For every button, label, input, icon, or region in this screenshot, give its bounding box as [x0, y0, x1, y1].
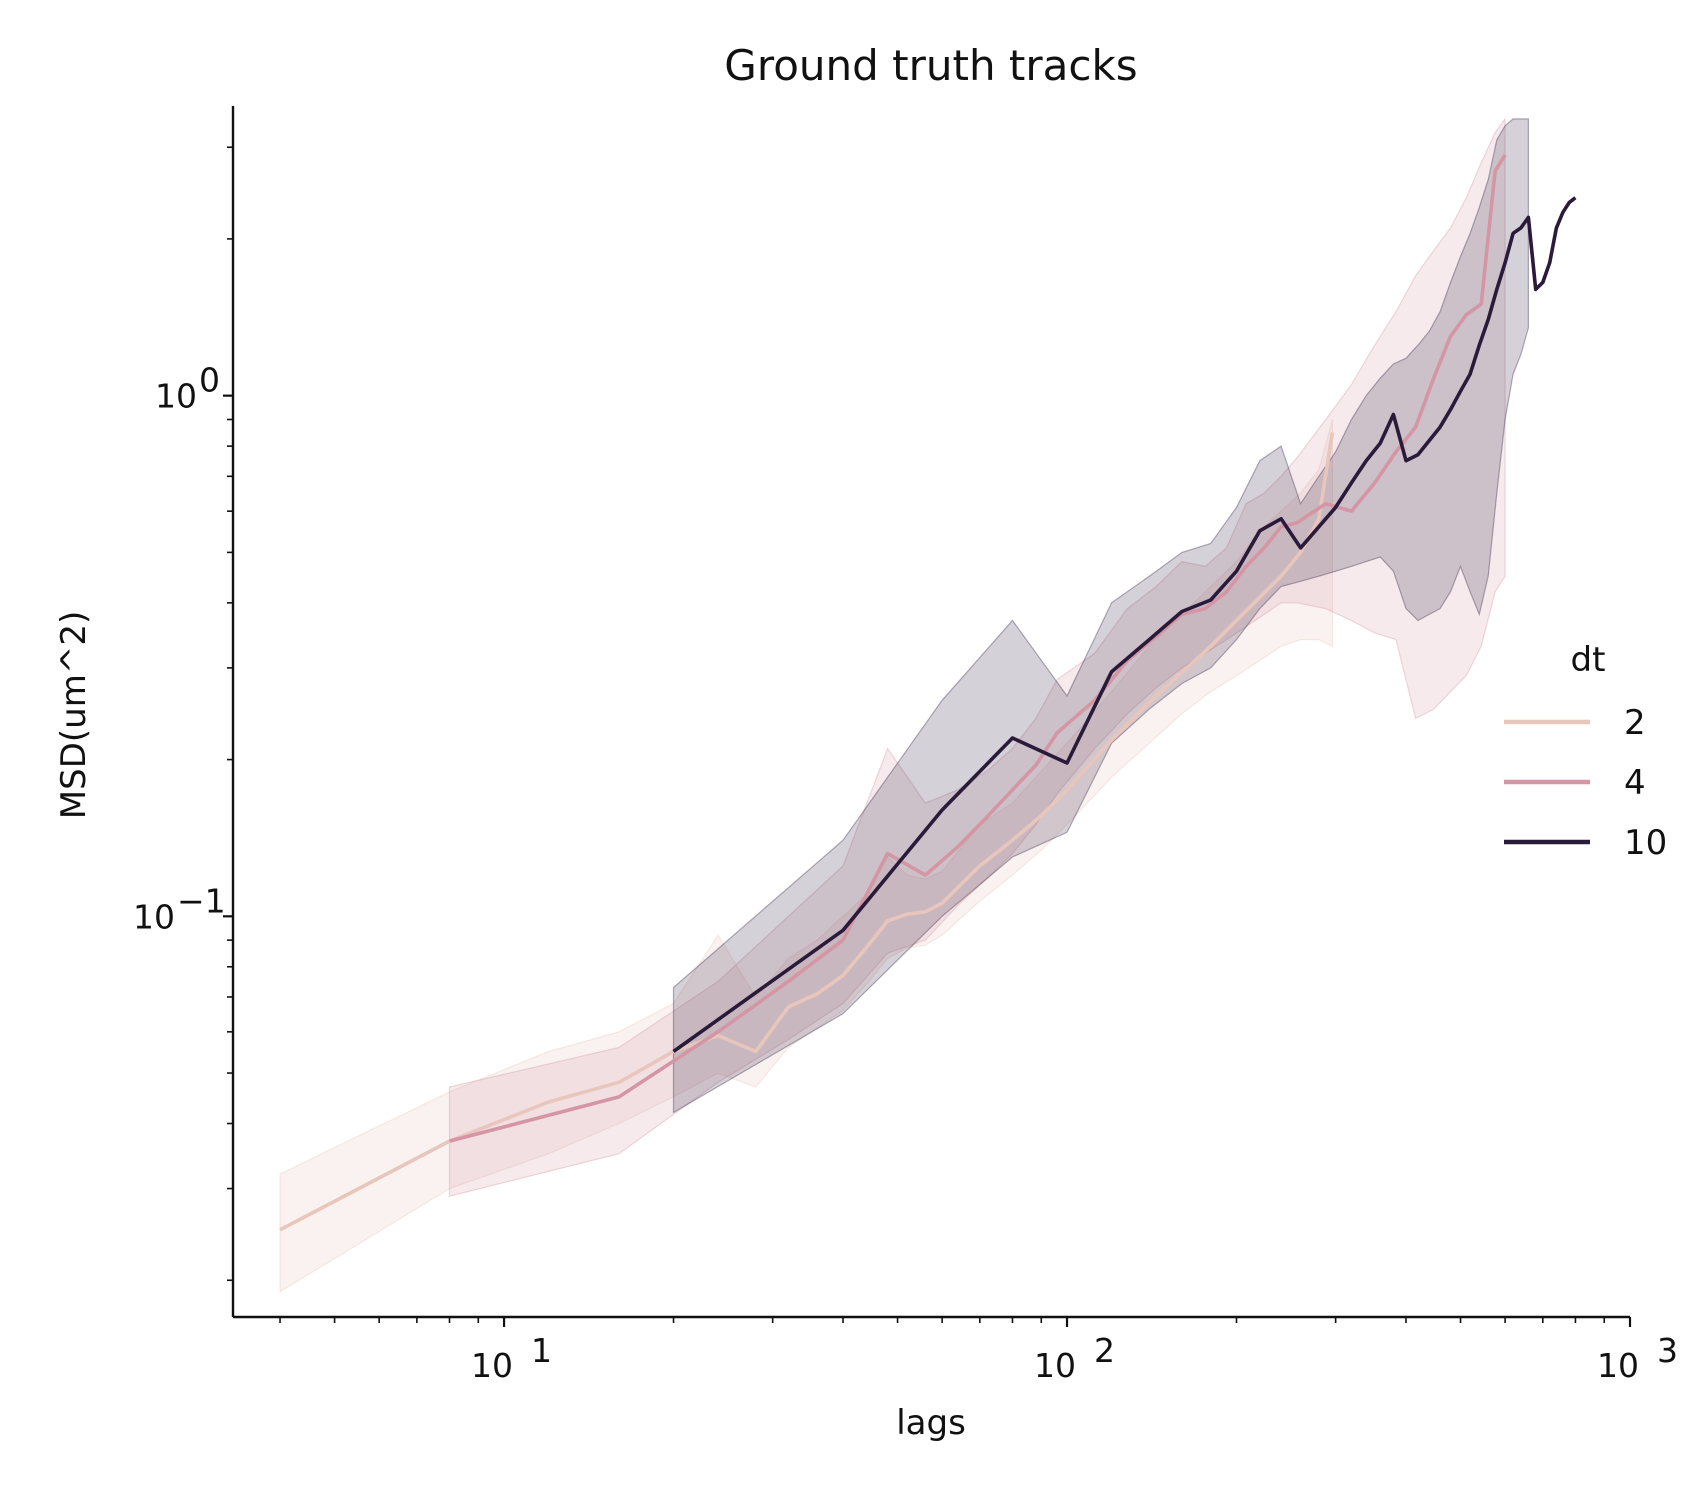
- x-axis-label: lags: [896, 1403, 966, 1443]
- x-tick-exponent: 1: [531, 1331, 552, 1370]
- y-tick-exponent: −1: [177, 881, 226, 920]
- band-series-10: [672, 118, 1530, 1114]
- x-ticks: 10 1 10 2 10 3: [279, 1317, 1678, 1385]
- y-tick-label: 10: [133, 897, 175, 936]
- series-lines: [279, 153, 1577, 1232]
- legend-label-4: 4: [1624, 763, 1646, 803]
- y-tick-label: 10: [155, 377, 197, 416]
- line-series-4: [449, 153, 1507, 1143]
- band-series-4: [448, 117, 1506, 1197]
- legend-label-2: 2: [1624, 703, 1646, 743]
- x-tick-exponent: 3: [1657, 1331, 1678, 1370]
- x-tick-exponent: 2: [1094, 1331, 1115, 1370]
- x-tick-label: 10: [1597, 1346, 1639, 1385]
- chart-title: Ground truth tracks: [724, 41, 1137, 90]
- y-tick-exponent: 0: [199, 361, 220, 400]
- confidence-bands: [279, 117, 1530, 1293]
- legend-title: dt: [1571, 640, 1606, 680]
- x-tick-label: 10: [471, 1346, 513, 1385]
- x-tick-label: 10: [1034, 1346, 1076, 1385]
- y-axis-label: MSD(um^2): [54, 611, 94, 819]
- line-series-10: [672, 196, 1577, 1053]
- legend-label-10: 10: [1624, 823, 1667, 863]
- band-series-2: [279, 419, 1334, 1293]
- legend: dt 2 4 10: [1504, 640, 1667, 863]
